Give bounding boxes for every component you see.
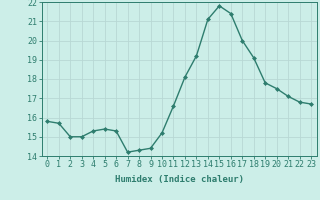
X-axis label: Humidex (Indice chaleur): Humidex (Indice chaleur): [115, 175, 244, 184]
